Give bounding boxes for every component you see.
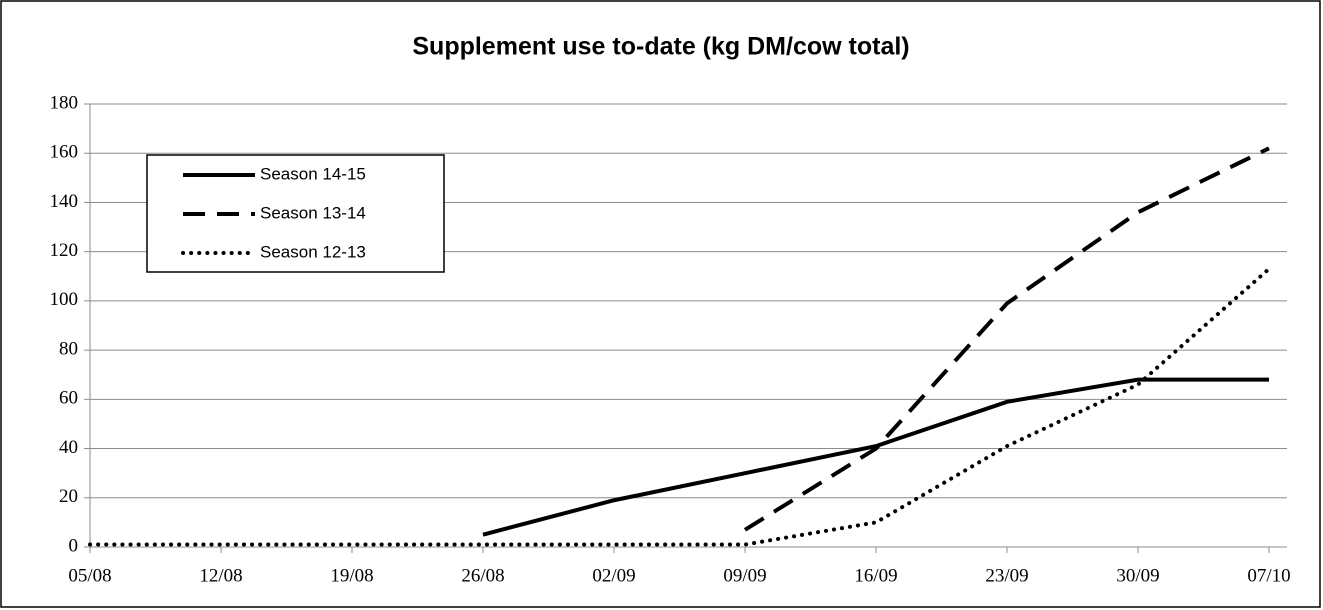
y-tick-label: 0	[69, 535, 79, 556]
y-tick-label: 100	[50, 289, 79, 310]
x-tick-label: 23/09	[985, 565, 1028, 586]
series-line	[88, 266, 1271, 547]
x-tick-label: 09/09	[723, 565, 766, 586]
legend-label: Season 13-14	[260, 203, 366, 222]
x-tick-label: 19/08	[330, 565, 373, 586]
x-tick-label: 16/09	[854, 565, 897, 586]
x-tick-label: 05/08	[68, 565, 111, 586]
legend-label: Season 14-15	[260, 164, 366, 183]
y-tick-label: 80	[59, 338, 78, 359]
x-tick-label: 07/10	[1247, 565, 1290, 586]
y-tick-label: 60	[59, 388, 78, 409]
y-tick-label: 120	[50, 240, 79, 261]
series-line	[743, 146, 1270, 532]
y-tick-label: 180	[50, 92, 79, 113]
y-tick-label: 20	[59, 486, 78, 507]
x-tick-label: 02/09	[592, 565, 635, 586]
y-tick-label: 40	[59, 437, 78, 458]
x-tick-label: 30/09	[1116, 565, 1159, 586]
y-tick-label: 160	[50, 142, 79, 163]
x-tick-label: 12/08	[199, 565, 242, 586]
legend-label: Season 12-13	[260, 242, 366, 261]
x-tick-label: 26/08	[461, 565, 504, 586]
chart-title: Supplement use to-date (kg DM/cow total)	[412, 33, 909, 61]
y-tick-label: 140	[50, 191, 79, 212]
